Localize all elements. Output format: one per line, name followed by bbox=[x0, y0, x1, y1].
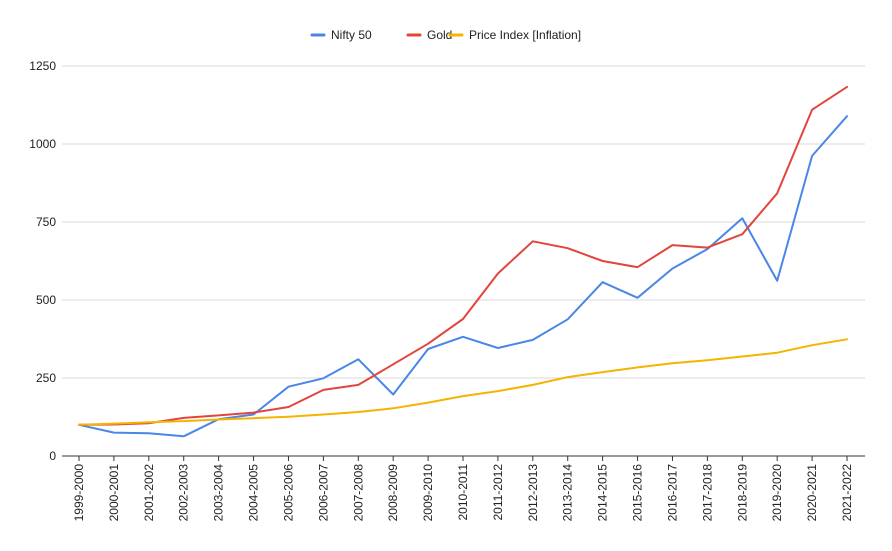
x-tick-label: 2012-2013 bbox=[526, 464, 540, 522]
y-tick-label: 1250 bbox=[29, 59, 56, 73]
legend-label-nifty-50: Nifty 50 bbox=[331, 28, 372, 42]
x-tick-label: 2013-2014 bbox=[561, 464, 575, 522]
x-tick-label: 2006-2007 bbox=[316, 464, 330, 522]
x-tick-label: 2004-2005 bbox=[247, 464, 261, 522]
x-tick-label: 2016-2017 bbox=[665, 464, 679, 522]
x-tick-label: 2008-2009 bbox=[386, 464, 400, 522]
series-line-price-index-inflation bbox=[78, 338, 848, 426]
x-tick-label: 2001-2002 bbox=[142, 464, 156, 522]
x-tick-label: 1999-2000 bbox=[72, 464, 86, 522]
x-tick-label: 2011-2012 bbox=[491, 464, 505, 521]
x-tick-label: 2000-2001 bbox=[107, 464, 121, 522]
legend-label-price-index-inflation: Price Index [Inflation] bbox=[469, 28, 581, 42]
legend-label-gold: Gold bbox=[427, 28, 452, 42]
y-tick-label: 500 bbox=[36, 293, 56, 307]
x-tick-label: 2014-2015 bbox=[596, 464, 610, 522]
x-tick-label: 2018-2019 bbox=[735, 464, 749, 522]
x-tick-label: 2020-2021 bbox=[805, 464, 819, 522]
x-tick-label: 2021-2022 bbox=[840, 464, 854, 522]
x-tick-label: 2017-2018 bbox=[700, 464, 714, 522]
series-line-gold bbox=[78, 85, 848, 426]
x-tick-label: 2009-2010 bbox=[421, 464, 435, 522]
x-tick-label: 2005-2006 bbox=[281, 464, 295, 522]
x-tick-label: 2019-2020 bbox=[770, 464, 784, 522]
x-tick-label: 2010-2011 bbox=[456, 464, 470, 521]
y-tick-label: 0 bbox=[49, 449, 56, 463]
y-tick-label: 250 bbox=[36, 371, 56, 385]
gridlines bbox=[62, 65, 865, 379]
y-tick-label: 1000 bbox=[29, 137, 56, 151]
x-tick-label: 2002-2003 bbox=[177, 464, 191, 522]
axes: 0 250 500 750 1000 1250 1999-2000 2000-2001 2001… bbox=[29, 59, 865, 521]
x-tick-label: 2007-2008 bbox=[351, 464, 365, 522]
y-tick-label: 750 bbox=[36, 215, 56, 229]
series-line-nifty-50 bbox=[78, 115, 848, 438]
x-tick-label: 2003-2004 bbox=[212, 464, 226, 522]
series-lines bbox=[78, 85, 848, 438]
legend: Nifty 50 Gold Price Index [Inflation] bbox=[310, 28, 581, 42]
x-tick-label: 2015-2016 bbox=[631, 464, 645, 522]
